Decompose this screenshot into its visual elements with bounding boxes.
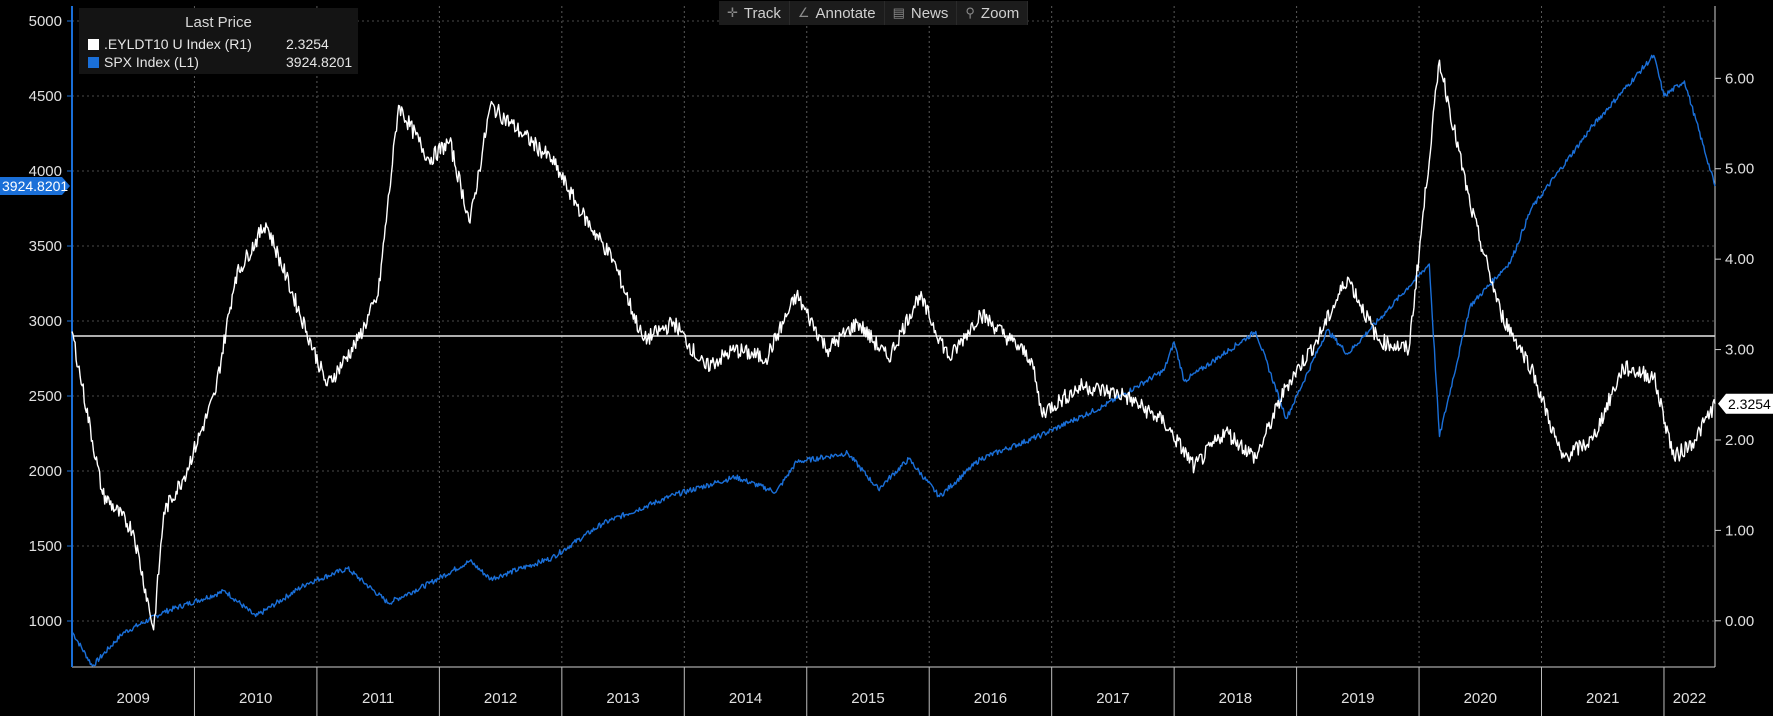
crosshair-icon: ✛ bbox=[727, 5, 738, 20]
left-y-axis: 1000 1500 2000 2500 3000 3500 4000 4500 5000 bbox=[29, 6, 73, 667]
left-tick-label: 2000 bbox=[29, 463, 62, 480]
right-tick-label: 2.00 bbox=[1725, 432, 1754, 449]
right-tick-label: 3.00 bbox=[1725, 342, 1754, 359]
right-tick-label: 5.00 bbox=[1725, 161, 1754, 178]
left-tick-label: 4500 bbox=[29, 88, 62, 105]
series-group bbox=[71, 54, 1716, 667]
x-tick-label: 2012 bbox=[484, 690, 517, 707]
magnifier-icon: ⚲ bbox=[965, 5, 975, 20]
x-tick-label: 2011 bbox=[362, 690, 394, 707]
left-tick-label: 3000 bbox=[29, 313, 62, 330]
news-button[interactable]: ▤ News bbox=[885, 1, 958, 25]
legend-entry-yield[interactable]: .EYLDT10 U Index (R1) 2.3254 bbox=[88, 35, 329, 53]
chart-toolbar: ✛ Track ∠ Annotate ▤ News ⚲ Zoom bbox=[719, 1, 1029, 25]
legend-entry-name: SPX Index (L1) bbox=[104, 54, 199, 70]
legend-entry-value: 2.3254 bbox=[286, 36, 329, 52]
right-value-marker-label: 2.3254 bbox=[1728, 396, 1771, 412]
legend-title: Last Price bbox=[185, 14, 252, 31]
left-tick-label: 1500 bbox=[29, 538, 62, 555]
legend-swatch-white bbox=[88, 38, 99, 50]
x-tick-label: 2013 bbox=[606, 690, 639, 707]
value-markers: 3924.8201 2.3254 bbox=[0, 177, 1773, 414]
left-tick-label: 1000 bbox=[29, 613, 62, 630]
news-icon: ▤ bbox=[892, 5, 905, 20]
right-tick-label: 1.00 bbox=[1725, 522, 1754, 539]
left-value-marker-label: 3924.8201 bbox=[2, 178, 68, 194]
x-tick-label: 2010 bbox=[239, 690, 272, 707]
x-tick-label: 2022 bbox=[1673, 690, 1706, 707]
spx-series-line bbox=[71, 54, 1716, 667]
x-axis: 2009 2010 2011 2012 2013 2014 2015 2016 2017 2018… bbox=[72, 666, 1715, 716]
left-tick-label: 3500 bbox=[29, 238, 62, 255]
annotate-button[interactable]: ∠ Annotate bbox=[790, 1, 885, 25]
track-button[interactable]: ✛ Track bbox=[719, 1, 790, 25]
x-tick-label: 2015 bbox=[851, 690, 884, 707]
legend-entry-spx[interactable]: SPX Index (L1) 3924.8201 bbox=[88, 53, 352, 71]
left-tick-label: 2500 bbox=[29, 388, 62, 405]
left-tick-label: 4000 bbox=[29, 163, 62, 180]
left-tick-label: 5000 bbox=[29, 13, 62, 30]
legend-swatch-blue bbox=[88, 56, 99, 68]
x-tick-label: 2009 bbox=[117, 690, 150, 707]
track-label: Track bbox=[743, 4, 781, 22]
zoom-label: Zoom bbox=[980, 4, 1020, 22]
right-tick-label: 0.00 bbox=[1725, 613, 1754, 630]
right-y-axis: 0.00 1.00 2.00 3.00 4.00 5.00 6.00 bbox=[1714, 6, 1754, 667]
x-tick-label: 2016 bbox=[974, 690, 1007, 707]
x-tick-label: 2017 bbox=[1096, 690, 1129, 707]
x-tick-label: 2019 bbox=[1341, 690, 1374, 707]
legend-entry-name: .EYLDT10 U Index (R1) bbox=[104, 36, 252, 52]
zoom-button[interactable]: ⚲ Zoom bbox=[957, 1, 1029, 25]
right-value-marker bbox=[1718, 393, 1773, 414]
annotate-label: Annotate bbox=[815, 4, 876, 22]
x-tick-label: 2018 bbox=[1219, 690, 1252, 707]
legend: Last Price .EYLDT10 U Index (R1) 2.3254 … bbox=[79, 8, 358, 74]
left-value-marker bbox=[0, 177, 70, 195]
news-label: News bbox=[910, 4, 949, 22]
right-tick-label: 4.00 bbox=[1725, 251, 1754, 268]
x-tick-label: 2021 bbox=[1586, 690, 1619, 707]
x-tick-label: 2020 bbox=[1464, 690, 1497, 707]
yield-series-line bbox=[71, 59, 1716, 631]
legend-entry-value: 3924.8201 bbox=[286, 54, 353, 70]
pencil-icon: ∠ bbox=[797, 5, 810, 20]
right-tick-label: 6.00 bbox=[1725, 70, 1754, 87]
x-tick-label: 2014 bbox=[729, 690, 762, 707]
